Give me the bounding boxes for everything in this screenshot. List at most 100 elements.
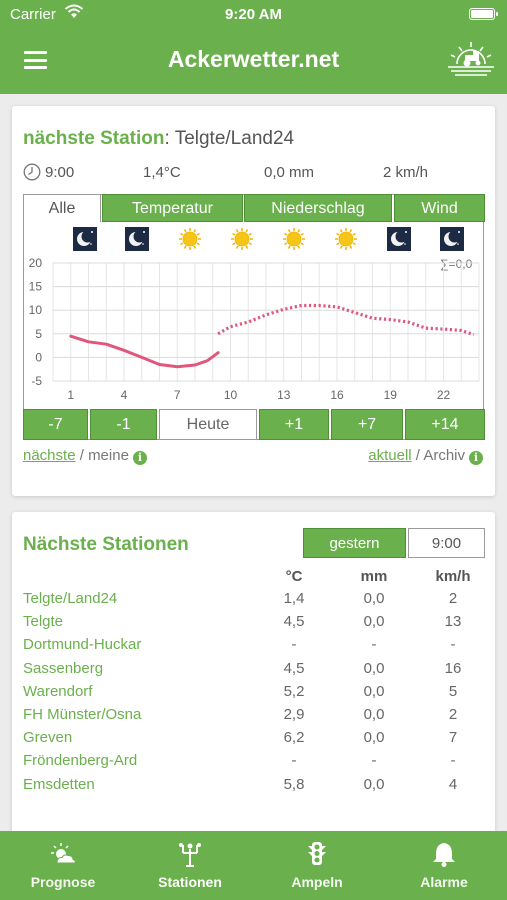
current-time: 9:00 xyxy=(45,164,75,181)
clock-time: 9:20 AM xyxy=(225,6,282,23)
station-row-temp: - xyxy=(291,752,297,770)
x-tick-label: 19 xyxy=(384,388,398,402)
table-row[interactable]: Dortmund-Huckar - - - xyxy=(12,636,495,659)
station-name: Telgte/Land24 xyxy=(174,128,295,149)
y-tick-label: 20 xyxy=(29,256,43,270)
station-row-temp: 1,4 xyxy=(283,590,305,607)
current-readings: 9:00 1,4°C 0,0 mm 2 km/h xyxy=(23,162,483,184)
tab-ampeln[interactable]: Ampeln xyxy=(254,831,380,900)
tab-label: Stationen xyxy=(158,874,222,890)
forecast-chart-panel: Alle Temperatur Niederschlag Wind ∑=0,0 … xyxy=(23,194,485,440)
day-nav-minus-7[interactable]: -7 xyxy=(23,409,88,440)
x-tick-label: 16 xyxy=(330,388,344,402)
traffic-light-icon xyxy=(308,842,326,865)
toggle-gestern[interactable]: gestern xyxy=(303,528,406,558)
station-title-separator: : xyxy=(164,128,175,149)
bottom-tab-bar: Prognose Stationen Ampeln xyxy=(0,831,507,900)
station-row-name[interactable]: Telgte xyxy=(23,613,64,631)
app-title: Ackerwetter.net xyxy=(167,46,340,72)
nearby-stations-title: Nächste Stationen xyxy=(23,534,189,555)
clock-icon xyxy=(23,163,41,181)
x-tick-label: 4 xyxy=(121,388,128,402)
carrier-label: Carrier xyxy=(10,6,56,23)
status-bar: Carrier 9:20 AM xyxy=(0,0,507,28)
tab-niederschlag[interactable]: Niederschlag xyxy=(244,194,392,222)
station-row-name[interactable]: Emsdetten xyxy=(23,775,95,793)
cloud-sun-icon xyxy=(51,843,76,864)
station-row-name[interactable]: FH Münster/Osna xyxy=(23,706,142,723)
day-nav-plus-14[interactable]: +14 xyxy=(405,409,485,440)
table-row[interactable]: FH Münster/Osna 2,9 0,0 2 xyxy=(12,706,495,729)
station-label[interactable]: nächste Station xyxy=(23,128,165,149)
station-row-temp: 4,5 xyxy=(283,659,305,677)
toggle-current-time[interactable]: 9:00 xyxy=(408,528,485,558)
battery-icon xyxy=(469,8,498,20)
station-row-name[interactable]: Sassenberg xyxy=(23,659,104,677)
current-temperature: 1,4°C xyxy=(143,164,181,181)
tractor-sun-logo-icon[interactable] xyxy=(445,38,497,78)
x-tick-label: 10 xyxy=(224,388,238,402)
wifi-icon xyxy=(64,4,84,18)
station-row-wind: - xyxy=(450,636,456,654)
station-row-wind: 2 xyxy=(448,706,458,723)
link-naechste[interactable]: nächste xyxy=(23,447,76,464)
sun-icon xyxy=(283,228,305,250)
info-icon[interactable]: i xyxy=(132,451,147,465)
x-tick-label: 1 xyxy=(67,388,74,402)
moon-icon xyxy=(387,227,411,251)
tab-alle[interactable]: Alle xyxy=(23,194,101,222)
moon-icon xyxy=(73,227,97,251)
table-row[interactable]: Emsdetten 5,8 0,0 4 xyxy=(12,776,495,799)
station-row-name[interactable]: Dortmund-Huckar xyxy=(23,636,142,654)
data-links: aktuell / Archiv i xyxy=(368,447,483,465)
y-tick-label: 0 xyxy=(35,350,42,364)
sun-icon xyxy=(179,228,201,250)
tab-temperatur[interactable]: Temperatur xyxy=(102,194,243,222)
table-row[interactable]: Fröndenberg-Ard - - - xyxy=(12,752,495,775)
tab-stationen[interactable]: Stationen xyxy=(127,831,253,900)
day-nav-plus-7[interactable]: +7 xyxy=(331,409,403,440)
station-row-wind: 16 xyxy=(444,659,462,677)
y-tick-label: -5 xyxy=(31,374,42,388)
station-links: nächste / meine i xyxy=(23,447,147,465)
link-meine[interactable]: meine xyxy=(88,447,129,464)
station-row-precip: 0,0 xyxy=(363,775,385,793)
day-nav-plus-1[interactable]: +1 xyxy=(259,409,329,440)
hamburger-menu-icon[interactable] xyxy=(24,51,47,69)
station-row-name[interactable]: Greven xyxy=(23,729,73,747)
table-row[interactable]: Telgte 4,5 0,0 13 xyxy=(12,613,495,636)
table-row[interactable]: Greven 6,2 0,0 7 xyxy=(12,729,495,752)
tab-label: Ampeln xyxy=(291,874,343,890)
station-row-wind: 5 xyxy=(448,682,458,700)
link-aktuell[interactable]: aktuell xyxy=(368,447,412,464)
column-header-wind: km/h xyxy=(435,568,471,585)
link-archiv[interactable]: Archiv xyxy=(423,447,465,464)
current-precipitation: 0,0 mm xyxy=(264,164,315,181)
day-nav-minus-1[interactable]: -1 xyxy=(90,409,157,440)
tab-label: Prognose xyxy=(30,874,96,890)
bell-icon xyxy=(433,843,455,867)
station-row-precip: - xyxy=(371,636,377,654)
tab-prognose[interactable]: Prognose xyxy=(0,831,126,900)
info-icon[interactable]: i xyxy=(469,451,483,465)
table-row[interactable]: Warendorf 5,2 0,0 5 xyxy=(12,683,495,706)
station-row-name[interactable]: Warendorf xyxy=(23,682,93,700)
station-row-temp: - xyxy=(291,636,297,654)
day-nav-today[interactable]: Heute xyxy=(159,409,257,440)
station-row-name[interactable]: Telgte/Land24 xyxy=(23,590,118,607)
station-row-precip: 0,0 xyxy=(363,729,385,747)
moon-icon xyxy=(440,227,464,251)
station-row-temp: 4,5 xyxy=(283,613,305,631)
link-separator: / xyxy=(411,447,424,464)
station-row-name[interactable]: Fröndenberg-Ard xyxy=(23,752,138,770)
table-row[interactable]: Telgte/Land24 1,4 0,0 2 xyxy=(12,590,495,613)
column-header-precip: mm xyxy=(360,568,388,585)
tab-alarme[interactable]: Alarme xyxy=(381,831,507,900)
table-row[interactable]: Sassenberg 4,5 0,0 16 xyxy=(12,660,495,683)
tab-wind[interactable]: Wind xyxy=(394,194,485,222)
app-header: Ackerwetter.net xyxy=(0,28,507,94)
station-row-wind: - xyxy=(450,752,456,770)
station-row-temp: 2,9 xyxy=(283,706,305,723)
station-row-precip: 0,0 xyxy=(363,706,385,723)
station-row-precip: 0,0 xyxy=(363,659,385,677)
